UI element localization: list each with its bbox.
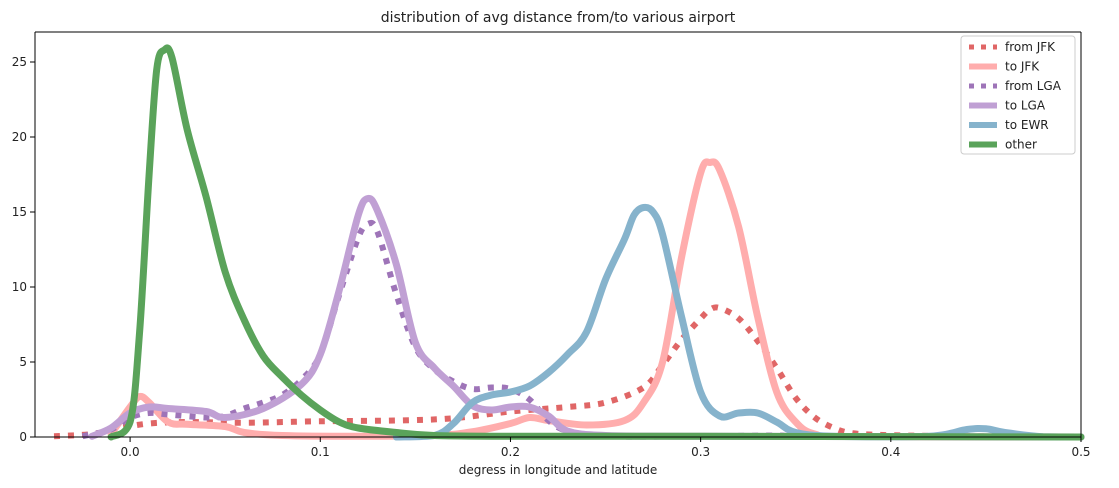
x-tick-label: 0.1 (311, 445, 330, 459)
x-tick-label: 0.3 (691, 445, 710, 459)
series-line-other (107, 44, 1085, 441)
x-tick-label: 0.2 (501, 445, 520, 459)
y-axis-ticks: 0 5 10 15 20 25 (12, 55, 35, 444)
legend-label: from LGA (1005, 79, 1062, 93)
x-tick-label: 0.4 (881, 445, 900, 459)
y-tick-label: 10 (12, 280, 27, 294)
x-axis-ticks: 0.0 0.1 0.2 0.3 0.4 0.5 (121, 437, 1091, 459)
legend-label: to LGA (1005, 99, 1046, 113)
y-tick-label: 15 (12, 205, 27, 219)
legend-label: to JFK (1005, 60, 1040, 74)
x-tick-label: 0.5 (1071, 445, 1090, 459)
series-line-from-jfk (53, 304, 1082, 440)
y-tick-label: 25 (12, 55, 27, 69)
legend: from JFK to JFK from LGA to LGA to EWR other (960, 35, 1076, 155)
legend-label: to EWR (1005, 118, 1049, 132)
chart-title: distribution of avg distance from/to var… (381, 10, 736, 26)
plot-area (35, 32, 1081, 437)
y-tick-label: 0 (19, 430, 27, 444)
series-layer (53, 44, 1085, 441)
series-line-to-lga (88, 194, 1085, 441)
x-tick-label: 0.0 (121, 445, 140, 459)
legend-label: from JFK (1005, 40, 1056, 54)
legend-label: other (1005, 138, 1037, 152)
y-tick-label: 5 (19, 355, 27, 369)
series-line-to-jfk (107, 158, 1085, 441)
x-axis-label: degress in longitude and latitude (459, 463, 658, 477)
y-tick-label: 20 (12, 130, 27, 144)
